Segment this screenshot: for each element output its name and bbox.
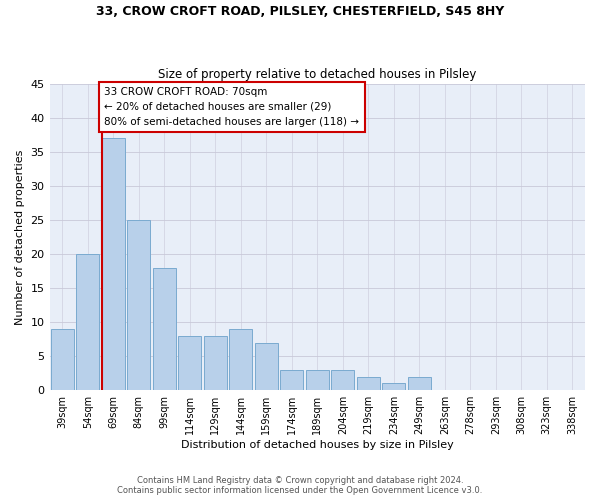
Text: Contains HM Land Registry data © Crown copyright and database right 2024.
Contai: Contains HM Land Registry data © Crown c… <box>118 476 482 495</box>
Bar <box>127 220 150 390</box>
Bar <box>102 138 125 390</box>
Bar <box>280 370 303 390</box>
Text: 33 CROW CROFT ROAD: 70sqm
← 20% of detached houses are smaller (29)
80% of semi-: 33 CROW CROFT ROAD: 70sqm ← 20% of detac… <box>104 87 359 126</box>
Bar <box>153 268 176 390</box>
Bar <box>306 370 329 390</box>
Bar <box>178 336 201 390</box>
Bar <box>331 370 354 390</box>
Bar <box>255 342 278 390</box>
X-axis label: Distribution of detached houses by size in Pilsley: Distribution of detached houses by size … <box>181 440 454 450</box>
Bar <box>408 376 431 390</box>
Title: Size of property relative to detached houses in Pilsley: Size of property relative to detached ho… <box>158 68 476 81</box>
Bar <box>357 376 380 390</box>
Text: 33, CROW CROFT ROAD, PILSLEY, CHESTERFIELD, S45 8HY: 33, CROW CROFT ROAD, PILSLEY, CHESTERFIE… <box>96 5 504 18</box>
Bar <box>51 329 74 390</box>
Bar <box>76 254 99 390</box>
Bar <box>204 336 227 390</box>
Bar <box>382 384 405 390</box>
Bar <box>229 329 252 390</box>
Y-axis label: Number of detached properties: Number of detached properties <box>15 149 25 324</box>
